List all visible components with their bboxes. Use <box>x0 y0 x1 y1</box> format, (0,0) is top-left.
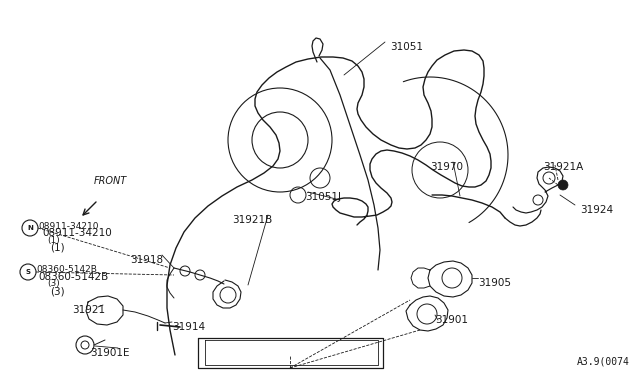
Text: 31921B: 31921B <box>232 215 272 225</box>
Text: 31921: 31921 <box>72 305 105 315</box>
Text: 08360-5142B: 08360-5142B <box>38 272 108 282</box>
Text: 08360-5142B: 08360-5142B <box>36 265 97 274</box>
Text: 08911-34210: 08911-34210 <box>42 228 112 238</box>
Text: S: S <box>26 269 31 275</box>
Text: 08911-34210: 08911-34210 <box>38 222 99 231</box>
Text: 31901: 31901 <box>435 315 468 325</box>
Text: 31051J: 31051J <box>305 192 341 202</box>
Text: 31921A: 31921A <box>543 162 583 172</box>
Text: (3): (3) <box>47 279 60 288</box>
Text: N: N <box>27 225 33 231</box>
Text: 31914: 31914 <box>172 322 205 332</box>
Text: FRONT: FRONT <box>94 176 127 186</box>
Text: 31051: 31051 <box>390 42 423 52</box>
Text: 31970: 31970 <box>430 162 463 172</box>
Text: (1): (1) <box>47 236 60 245</box>
Text: 31924: 31924 <box>580 205 613 215</box>
Text: (1): (1) <box>50 242 65 252</box>
Text: A3.9(0074: A3.9(0074 <box>577 356 630 366</box>
Text: 31905: 31905 <box>478 278 511 288</box>
Circle shape <box>558 180 568 190</box>
Text: (3): (3) <box>50 286 65 296</box>
Text: 31918: 31918 <box>130 255 163 265</box>
Text: 31901E: 31901E <box>90 348 129 358</box>
